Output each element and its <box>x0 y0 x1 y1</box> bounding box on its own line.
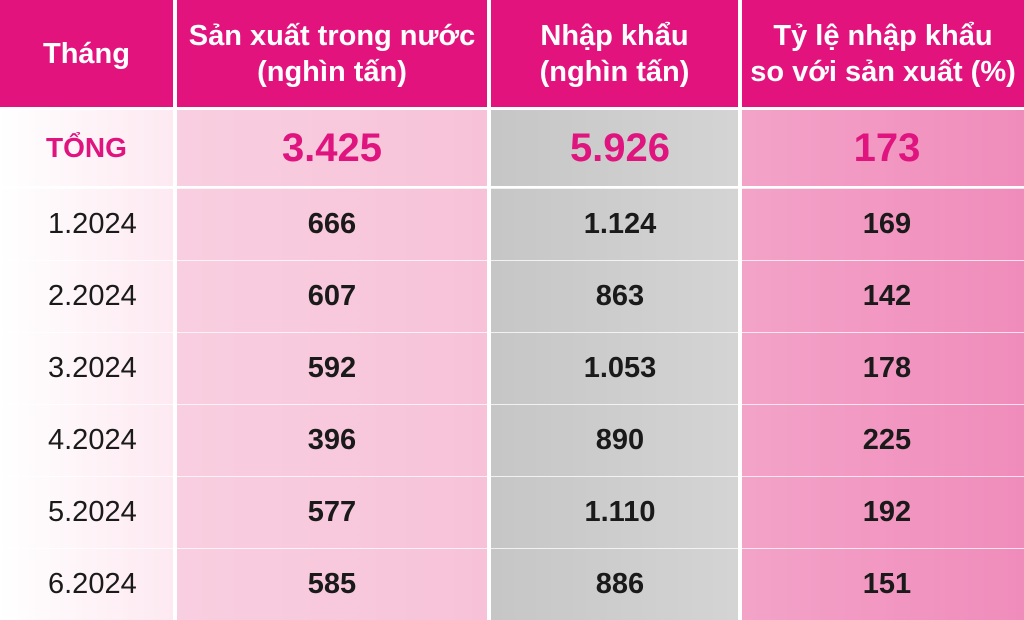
data-cell: 1.110 <box>491 476 738 548</box>
cell-text: 3.2024 <box>48 352 137 384</box>
total-cell: 5.926 <box>491 110 738 186</box>
cell-text: 178 <box>862 352 912 384</box>
total-cell: 173 <box>742 110 1024 186</box>
data-cell: 6.2024 <box>0 548 173 620</box>
data-cell: 225 <box>742 404 1024 476</box>
cell-text: 890 <box>595 424 645 456</box>
data-cell: 5.2024 <box>0 476 173 548</box>
data-cell: 1.053 <box>491 332 738 404</box>
cell-text: 592 <box>307 352 357 384</box>
data-cell: 592 <box>177 332 487 404</box>
data-cell: 607 <box>177 260 487 332</box>
cell-text: 151 <box>862 568 912 600</box>
data-cell: 863 <box>491 260 738 332</box>
data-cell: 4.2024 <box>0 404 173 476</box>
cell-text: 5.2024 <box>48 496 137 528</box>
total-text: TỔNG <box>46 132 127 163</box>
data-cell: 886 <box>491 548 738 620</box>
cell-text: 577 <box>307 496 357 528</box>
cell-text: 666 <box>307 208 357 240</box>
cell-text: 2.2024 <box>48 280 137 312</box>
cell-text: 1.053 <box>583 352 657 384</box>
cell-text: 4.2024 <box>48 424 137 456</box>
header-cell: Tháng <box>0 0 173 107</box>
data-cell: 1.124 <box>491 188 738 260</box>
cell-text: 585 <box>307 568 357 600</box>
total-text: 3.425 <box>281 125 383 170</box>
data-cell: 2.2024 <box>0 260 173 332</box>
total-cell: 3.425 <box>177 110 487 186</box>
cell-text: 1.124 <box>583 208 657 240</box>
cell-text: 192 <box>862 496 912 528</box>
cell-text: 1.2024 <box>48 208 137 240</box>
data-cell: 178 <box>742 332 1024 404</box>
header-text: Tỷ lệ nhập khẩu <box>773 19 993 52</box>
header-text: Tháng <box>43 37 130 70</box>
cell-text: 169 <box>862 208 912 240</box>
data-cell: 890 <box>491 404 738 476</box>
header-cell: Sản xuất trong nước (nghìn tấn) <box>177 0 487 107</box>
cell-text: 225 <box>862 424 912 456</box>
data-cell: 396 <box>177 404 487 476</box>
cell-text: 396 <box>307 424 357 456</box>
total-cell: TỔNG <box>0 110 173 186</box>
data-cell: 169 <box>742 188 1024 260</box>
data-cell: 1.2024 <box>0 188 173 260</box>
header-cell: Tỷ lệ nhập khẩu so với sản xuất (%) <box>742 0 1024 107</box>
data-cell: 666 <box>177 188 487 260</box>
header-text: so với sản xuất (%) <box>750 55 1016 88</box>
header-text: (nghìn tấn) <box>257 55 407 88</box>
header-text: (nghìn tấn) <box>539 55 690 88</box>
data-cell: 151 <box>742 548 1024 620</box>
cell-text: 886 <box>595 568 645 600</box>
data-cell: 192 <box>742 476 1024 548</box>
cell-text: 607 <box>307 280 357 312</box>
header-text: Nhập khẩu <box>540 19 689 52</box>
data-cell: 585 <box>177 548 487 620</box>
cell-text: 142 <box>862 280 912 312</box>
total-text: 5.926 <box>569 125 671 170</box>
data-cell: 3.2024 <box>0 332 173 404</box>
total-text: 173 <box>853 125 921 170</box>
cell-text: 6.2024 <box>48 568 137 600</box>
data-cell: 142 <box>742 260 1024 332</box>
data-cell: 577 <box>177 476 487 548</box>
cell-text: 1.110 <box>584 496 656 528</box>
cell-text: 863 <box>595 280 645 312</box>
header-text: Sản xuất trong nước <box>188 19 476 52</box>
header-cell: Nhập khẩu (nghìn tấn) <box>491 0 738 107</box>
